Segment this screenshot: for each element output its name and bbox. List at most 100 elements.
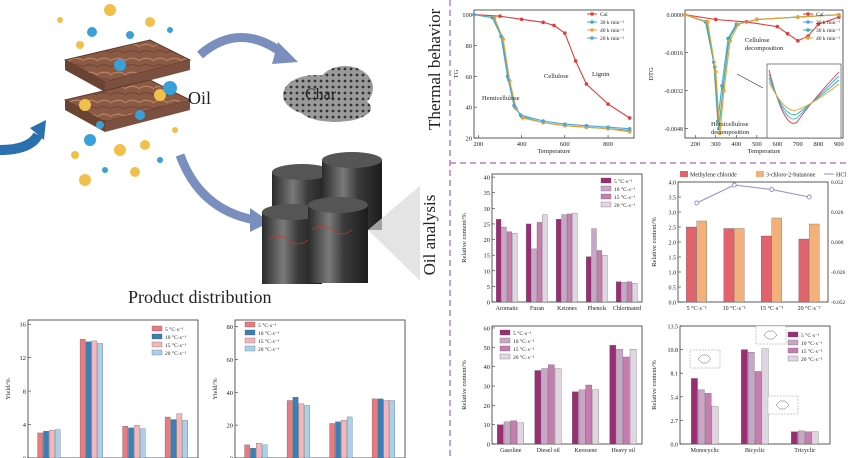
- y-tick-label: 40: [484, 175, 491, 182]
- yield-right-chart: 0 20 40 60 80 Yield/% 5 °C·s⁻¹10 °C·s⁻¹15 °C·s…: [212, 319, 406, 458]
- molecule-box: [767, 395, 799, 415]
- molecule-box: [755, 325, 787, 345]
- bar: [54, 429, 61, 458]
- data-point: [490, 15, 495, 20]
- bar: [554, 368, 562, 445]
- bar: [85, 341, 92, 458]
- y-tick-label: 8.1: [671, 372, 679, 378]
- data-point: [541, 20, 545, 25]
- data-point: [505, 74, 510, 79]
- data-point: [627, 130, 632, 134]
- cellulose-decomposition-annotation: decomposition: [745, 45, 784, 52]
- y-tick-label: 0.0: [671, 443, 679, 449]
- x-tick-label: 800: [603, 141, 613, 148]
- bar: [578, 389, 586, 445]
- hemicellulose-decomposition-annotation: decomposition: [711, 129, 750, 136]
- data-point: [816, 22, 821, 27]
- y-tick-label: 50: [484, 345, 491, 352]
- y-tick-label: 20: [227, 423, 234, 430]
- legend-swatch: [151, 333, 163, 340]
- bar: [711, 406, 719, 445]
- bar: [741, 349, 748, 445]
- y-tick-label: -0.0032: [665, 89, 684, 95]
- bar: [609, 345, 617, 445]
- x-tick-label: Diesel oil: [537, 448, 560, 454]
- legend-label: 20 °C·s⁻¹: [258, 346, 280, 353]
- legend-label: 20 °C·s⁻¹: [614, 202, 636, 209]
- hcl-point: [731, 182, 737, 188]
- x-tick-label: 600: [560, 141, 570, 148]
- x-tick-label: 900: [834, 141, 844, 148]
- bar: [761, 235, 772, 303]
- bar: [596, 250, 602, 303]
- legend-label: Methylene chloride: [690, 173, 737, 179]
- legend-swatch: [787, 331, 799, 338]
- bar: [754, 371, 762, 445]
- x-tick-label: 500: [752, 141, 762, 148]
- bar: [139, 428, 146, 458]
- y-tick-label: 15: [484, 253, 491, 260]
- bar: [517, 422, 524, 445]
- bar: [734, 228, 745, 303]
- x-tick-label: Heavy oil: [612, 448, 636, 454]
- oil-label: Oil: [188, 88, 212, 108]
- legend-label: Cal: [816, 12, 824, 18]
- oil-arrow: [175, 153, 256, 225]
- fractions-chart: 0 10 20 30 40 50 60 Relative content/% Gasoline D…: [461, 325, 643, 454]
- bar: [556, 219, 562, 303]
- y-tick-label: 0: [487, 300, 490, 307]
- bar: [182, 420, 188, 458]
- feed-arrow: [0, 132, 43, 155]
- bar: [501, 226, 507, 303]
- legend-label: 15 °C·s⁻¹: [801, 348, 823, 355]
- y-axis-label: Yield/%: [212, 378, 219, 400]
- bar: [621, 282, 627, 303]
- y-tick-label: 10.8: [668, 348, 679, 354]
- legend-swatch: [499, 353, 511, 360]
- legend-label: 20 °C·s⁻¹: [165, 350, 187, 357]
- bar: [510, 420, 518, 445]
- y-tick-label: 3.5: [669, 196, 677, 202]
- data-point: [796, 15, 800, 19]
- bar: [566, 213, 572, 303]
- legend-swatch: [680, 171, 688, 177]
- char-label: Char: [305, 86, 337, 103]
- y-tick-label: 40: [227, 390, 234, 397]
- bar: [261, 444, 268, 458]
- y-tick-label: 0.0000: [667, 13, 684, 19]
- data-point: [518, 113, 523, 117]
- series-line: [684, 14, 839, 134]
- y-tick-label: -0.0016: [665, 51, 684, 57]
- legend-label: 5 °C·s⁻¹: [801, 332, 820, 339]
- legend-marker: [590, 28, 594, 32]
- data-point: [627, 126, 632, 131]
- x-tick-label: Bicyclic: [745, 448, 765, 454]
- yield-left-chart: 0 4 8 12 16 Yield/% 5 °C·s⁻¹10 °C·s⁻¹15 °C·s⁻¹…: [5, 319, 199, 458]
- thermal-behavior-title: Thermal behavior: [425, 8, 444, 130]
- y-tick-label: 1.5: [669, 256, 677, 262]
- tg-chart: 20 40 60 80 100 TG 200 400 600 800 Temperature Cal 3…: [453, 9, 635, 155]
- bar: [43, 431, 49, 458]
- bar: [496, 219, 502, 303]
- dtg-chart: 0.0000 -0.0016 -0.0032 -0.0048 DTG 200 300 400 5…: [648, 9, 844, 155]
- legend-label: 15 °C·s⁻¹: [513, 346, 535, 353]
- data-point: [785, 31, 790, 36]
- bar: [250, 447, 256, 458]
- y-tick-label: 20: [484, 237, 491, 244]
- legend-label: 20 °C·s⁻¹: [513, 354, 535, 361]
- bar: [503, 421, 511, 445]
- lignin-annotation: Lignin: [592, 71, 610, 78]
- y-tick-label: 8: [23, 389, 26, 396]
- y-axis-label: Relative content/%: [461, 360, 468, 410]
- x-tick-label: Tricyclic: [794, 448, 816, 454]
- x-axis-label: Temperature: [748, 148, 781, 155]
- plot-frame: [234, 319, 406, 458]
- y-tick-label: 2.5: [669, 226, 677, 232]
- hcl-point: [694, 200, 700, 206]
- bar: [164, 416, 171, 458]
- x-tick-label: Aromatic: [496, 306, 519, 312]
- y-tick-label: 5: [487, 284, 490, 291]
- legend-label: 10 °C·s⁻¹: [801, 340, 823, 347]
- y-tick-label: 60: [227, 357, 234, 364]
- bar: [809, 223, 820, 303]
